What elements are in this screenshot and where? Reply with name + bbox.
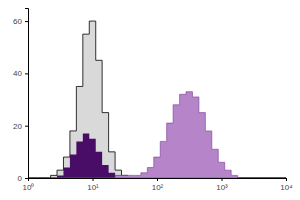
x-tick-mark xyxy=(93,178,94,181)
x-tick-mark xyxy=(222,178,223,181)
y-tick: 20 xyxy=(13,122,28,131)
x-tick: 10⁰ xyxy=(23,178,35,192)
y-axis: 0 20 40 60 xyxy=(13,9,28,184)
x-tick-label: 10⁴ xyxy=(280,183,293,192)
x-tick-mark xyxy=(157,178,158,181)
y-tick-mark xyxy=(25,126,28,127)
y-tick-label: 60 xyxy=(13,17,22,26)
x-tick-mark xyxy=(286,178,287,181)
y-tick-mark xyxy=(25,21,28,22)
x-axis: 10⁰ 10¹ 10² 10³ 10⁴ xyxy=(23,178,294,192)
x-tick-label: 10³ xyxy=(216,183,228,192)
x-tick-label: 10¹ xyxy=(87,183,99,192)
y-axis-line xyxy=(25,9,29,179)
y-tick: 0 xyxy=(18,174,28,183)
y-tick-label: 40 xyxy=(13,69,22,78)
x-tick: 10² xyxy=(152,178,164,192)
histogram xyxy=(28,92,286,178)
y-tick-mark xyxy=(25,178,28,179)
y-tick: 60 xyxy=(13,17,28,26)
x-axis-line xyxy=(29,179,287,182)
chart: 10⁰ 10¹ 10² 10³ 10⁴ 0 20 40 60 xyxy=(0,0,300,200)
x-tick: 10⁴ xyxy=(280,178,293,192)
plot: 10⁰ 10¹ 10² 10³ 10⁴ 0 20 40 60 xyxy=(13,9,293,192)
x-tick-label: 10² xyxy=(152,183,164,192)
x-tick: 10¹ xyxy=(87,178,99,192)
x-tick-label: 10⁰ xyxy=(23,183,35,192)
y-tick-label: 0 xyxy=(18,174,23,183)
y-tick-label: 20 xyxy=(13,122,22,131)
x-tick: 10³ xyxy=(216,178,228,192)
histogram xyxy=(28,21,286,178)
histograms xyxy=(28,21,286,178)
y-tick-mark xyxy=(25,73,28,74)
y-tick: 40 xyxy=(13,69,28,78)
